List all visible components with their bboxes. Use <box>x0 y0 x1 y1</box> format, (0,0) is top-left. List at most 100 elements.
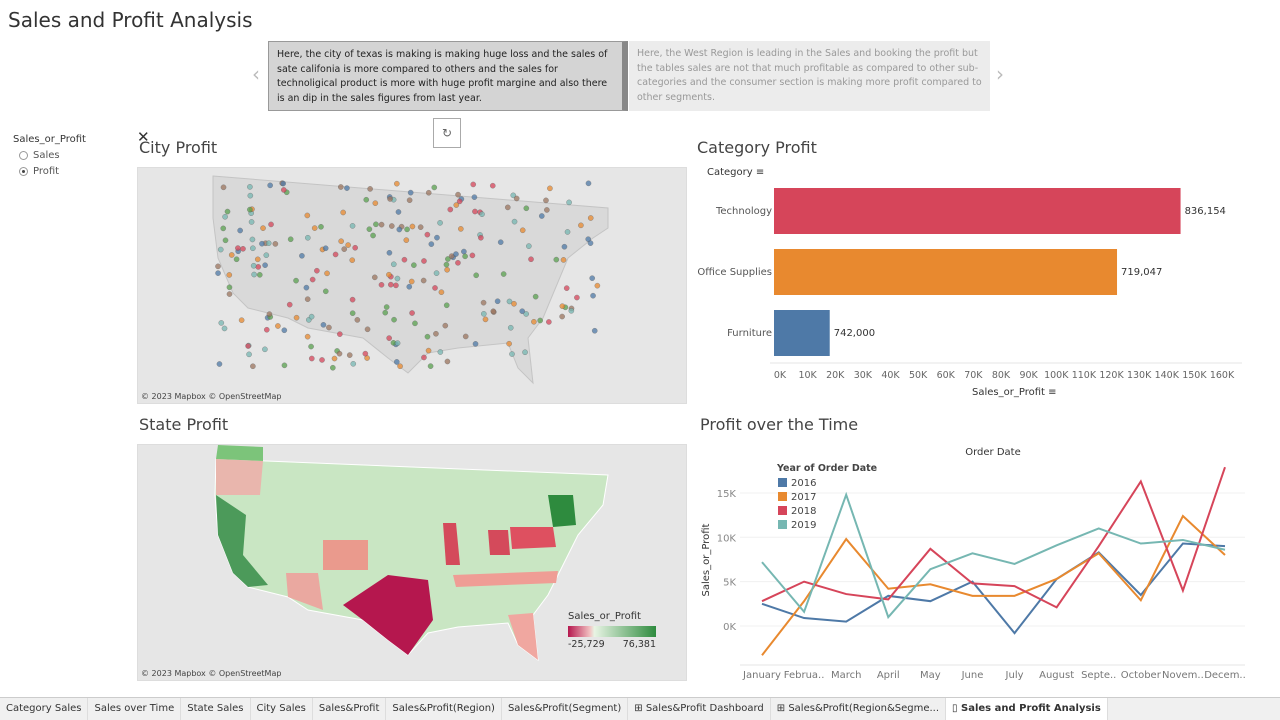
close-icon[interactable]: ✕ <box>137 128 150 146</box>
city-mark[interactable] <box>523 311 529 317</box>
city-mark[interactable] <box>275 323 281 329</box>
city-mark[interactable] <box>511 300 517 307</box>
legend-swatch[interactable] <box>778 492 787 501</box>
city-mark[interactable] <box>544 207 550 213</box>
profit-line-chart[interactable]: Order Date Sales_or_Profit 0K 5K 10K 15K Janua… <box>695 440 1260 690</box>
city-mark[interactable] <box>349 257 356 263</box>
city-mark[interactable] <box>559 313 565 320</box>
state-map-canvas[interactable] <box>138 445 688 682</box>
city-mark[interactable] <box>262 262 268 268</box>
city-mark[interactable] <box>458 226 464 232</box>
city-mark[interactable] <box>433 330 439 337</box>
city-mark[interactable] <box>311 225 318 231</box>
city-mark[interactable] <box>330 364 336 371</box>
city-mark[interactable] <box>250 363 256 370</box>
city-mark[interactable] <box>226 272 233 278</box>
city-mark[interactable] <box>391 316 397 323</box>
city-mark[interactable] <box>453 251 459 257</box>
city-mark[interactable] <box>222 213 228 220</box>
city-mark[interactable] <box>304 296 311 302</box>
city-profit-map[interactable]: © 2023 Mapbox © OpenStreetMap <box>137 167 687 404</box>
city-mark[interactable] <box>494 298 501 305</box>
city-mark[interactable] <box>443 302 450 309</box>
story-next-button[interactable]: › <box>996 62 1004 86</box>
city-mark[interactable] <box>393 282 399 289</box>
city-mark[interactable] <box>526 243 532 249</box>
city-mark[interactable] <box>471 194 478 200</box>
bar-furniture[interactable] <box>774 310 830 356</box>
city-mark[interactable] <box>490 308 497 315</box>
city-mark[interactable] <box>594 282 601 289</box>
city-mark[interactable] <box>407 189 414 196</box>
city-mark[interactable] <box>280 180 286 187</box>
sheet-tab[interactable]: ⊞ Sales&Profit(Region&Segme... <box>771 698 947 720</box>
city-mark[interactable] <box>272 241 279 247</box>
radio-sales[interactable]: Sales <box>19 150 86 161</box>
city-mark[interactable] <box>553 256 560 263</box>
city-mark[interactable] <box>350 361 357 367</box>
city-mark[interactable] <box>299 253 305 259</box>
city-mark[interactable] <box>455 191 461 198</box>
city-mark[interactable] <box>424 333 431 340</box>
city-mark[interactable] <box>281 327 288 334</box>
city-mark[interactable] <box>472 208 478 215</box>
city-mark[interactable] <box>260 225 266 231</box>
city-mark[interactable] <box>445 256 451 262</box>
city-mark[interactable] <box>308 343 314 350</box>
city-mark[interactable] <box>406 197 413 204</box>
city-mark[interactable] <box>519 308 526 315</box>
city-mark[interactable] <box>248 219 255 225</box>
city-mark[interactable] <box>308 355 315 362</box>
category-bar-chart[interactable]: Technology 836,154 Office Supplies 719,047 F… <box>690 180 1250 405</box>
city-mark[interactable] <box>420 277 427 284</box>
city-mark[interactable] <box>352 244 358 251</box>
line-series-2017[interactable] <box>761 514 1226 656</box>
city-mark[interactable] <box>568 308 575 314</box>
city-mark[interactable] <box>434 234 440 241</box>
bar-technology[interactable] <box>774 188 1181 234</box>
city-mark[interactable] <box>531 318 537 325</box>
city-mark[interactable] <box>543 197 549 204</box>
city-mark[interactable] <box>585 180 592 187</box>
bar-office-supplies[interactable] <box>774 249 1118 295</box>
city-mark[interactable] <box>256 272 263 278</box>
city-mark[interactable] <box>506 298 513 305</box>
city-mark[interactable] <box>293 314 300 321</box>
city-mark[interactable] <box>280 187 287 193</box>
city-mark[interactable] <box>382 309 389 316</box>
sheet-tab[interactable]: Sales&Profit(Segment) <box>502 698 629 720</box>
city-mark[interactable] <box>354 317 361 323</box>
city-mark[interactable] <box>340 209 346 216</box>
city-mark[interactable] <box>362 350 369 357</box>
city-mark[interactable] <box>412 320 418 327</box>
sheet-tab[interactable]: State Sales <box>181 698 251 720</box>
city-mark[interactable] <box>237 227 243 234</box>
city-mark[interactable] <box>249 236 256 243</box>
city-mark[interactable] <box>470 181 477 188</box>
city-mark[interactable] <box>421 258 427 264</box>
city-mark[interactable] <box>472 341 479 347</box>
city-mark[interactable] <box>228 252 235 258</box>
city-mark[interactable] <box>585 236 592 242</box>
city-mark[interactable] <box>437 349 444 355</box>
city-mark[interactable] <box>394 275 401 282</box>
sheet-tab[interactable]: Category Sales <box>0 698 89 720</box>
city-mark[interactable] <box>370 232 376 239</box>
city-mark[interactable] <box>478 234 484 241</box>
city-mark[interactable] <box>447 206 454 213</box>
city-mark[interactable] <box>314 267 320 274</box>
city-mark[interactable] <box>304 333 311 340</box>
city-mark[interactable] <box>220 225 227 232</box>
city-mark[interactable] <box>559 303 566 309</box>
city-mark[interactable] <box>216 361 223 367</box>
city-mark[interactable] <box>250 262 257 269</box>
city-mark[interactable] <box>480 299 487 306</box>
city-mark[interactable] <box>547 185 553 192</box>
city-mark[interactable] <box>401 256 408 263</box>
city-mark[interactable] <box>233 256 240 263</box>
city-mark[interactable] <box>235 245 241 251</box>
city-mark[interactable] <box>578 222 584 229</box>
city-mark[interactable] <box>303 284 310 291</box>
city-mark[interactable] <box>403 237 410 243</box>
city-mark[interactable] <box>409 310 415 316</box>
